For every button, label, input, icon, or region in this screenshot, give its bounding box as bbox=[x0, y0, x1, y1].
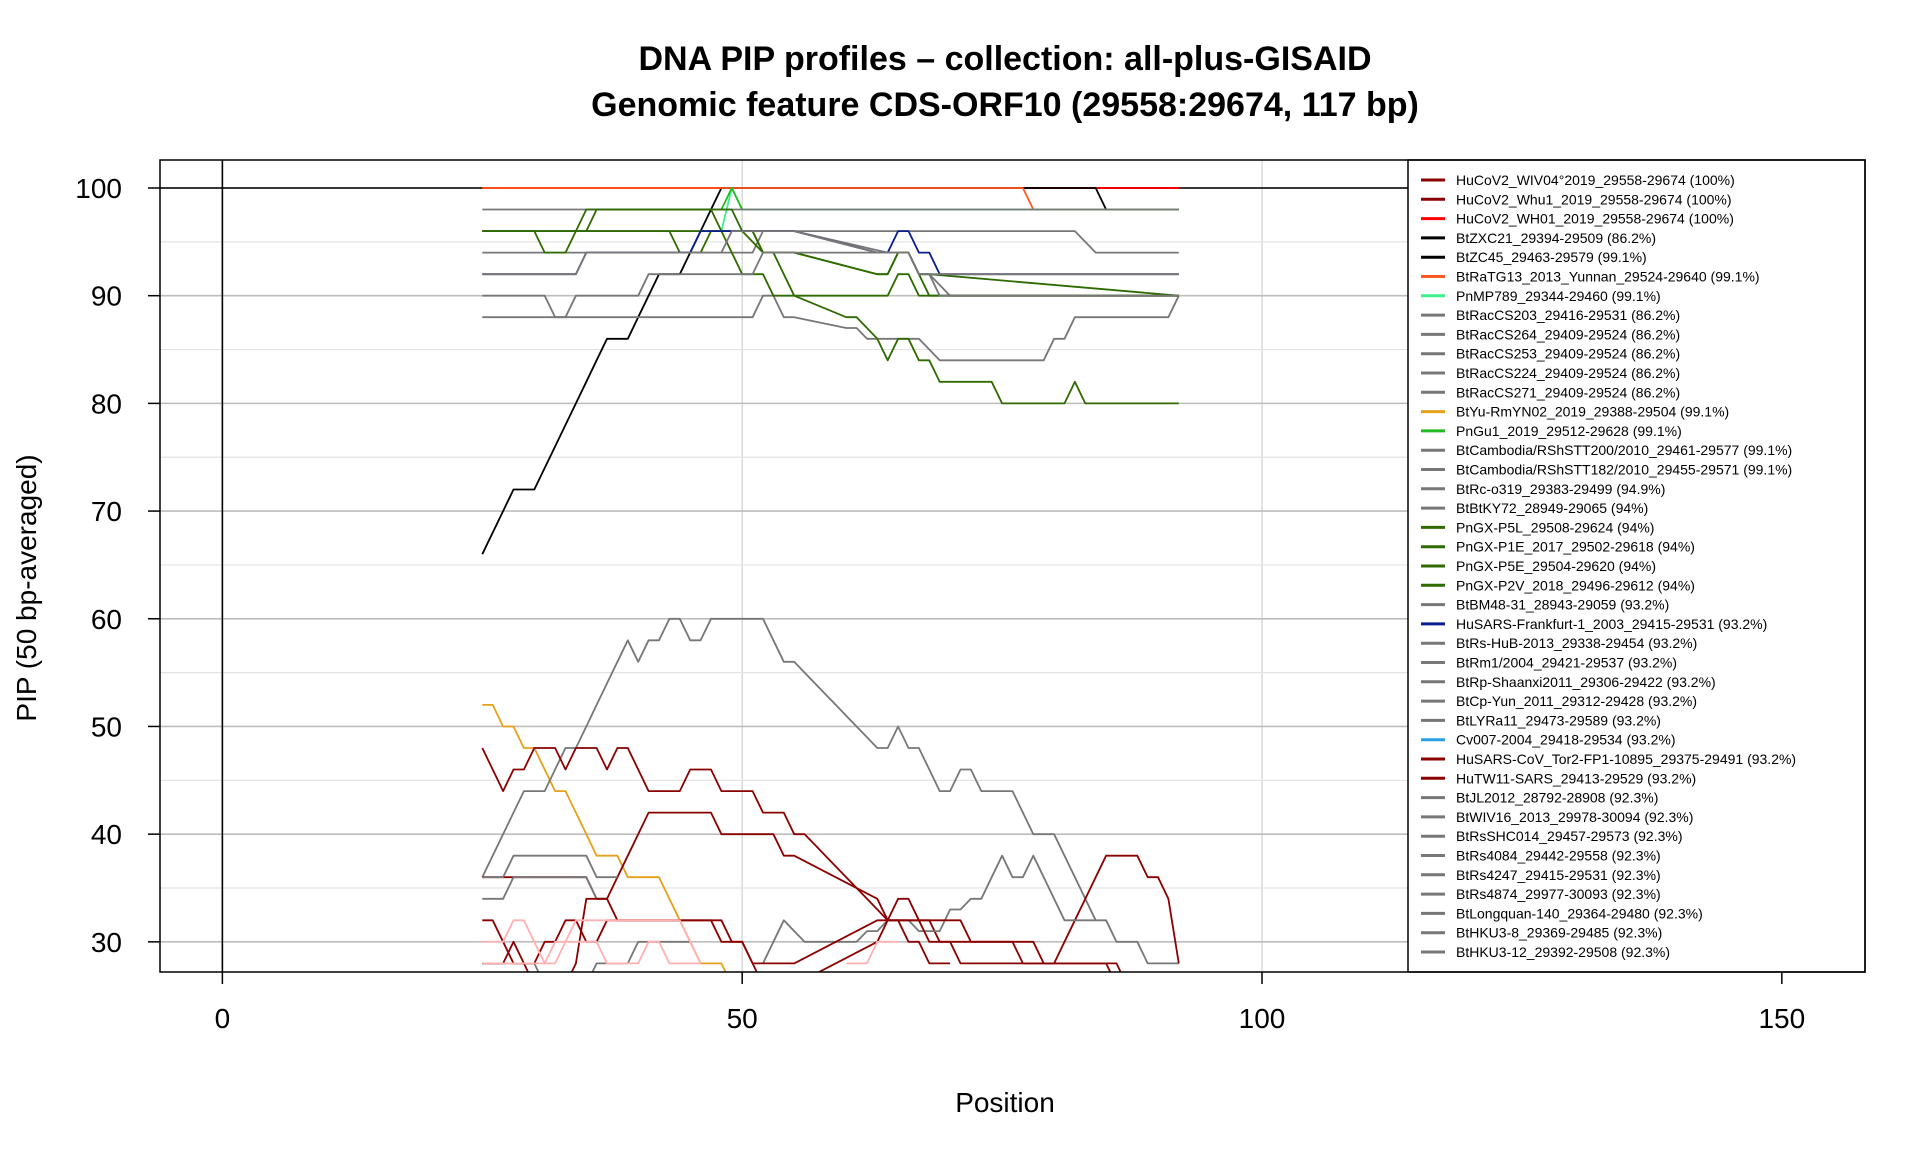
legend-label: BtZC45_29463-29579 (99.1%) bbox=[1456, 249, 1647, 265]
legend-label: HuTW11-SARS_29413-29529 (93.2%) bbox=[1456, 770, 1696, 786]
legend-label: HuCoV2_Whu1_2019_29558-29674 (100%) bbox=[1456, 191, 1732, 207]
y-tick-label: 80 bbox=[91, 388, 122, 419]
series-line-45 bbox=[846, 940, 899, 965]
legend-label: BtRm1/2004_29421-29537 (93.2%) bbox=[1456, 655, 1677, 671]
series-line-31 bbox=[482, 811, 1180, 965]
legend-label: BtLYRa11_29473-29589 (93.2%) bbox=[1456, 712, 1661, 728]
y-tick-label: 100 bbox=[75, 173, 122, 204]
series-line-22 bbox=[481, 617, 1179, 965]
series-line-13 bbox=[720, 187, 744, 210]
x-tick-label: 0 bbox=[215, 1003, 231, 1034]
legend-label: BtRp-Shaanxi2011_29306-29422 (93.2%) bbox=[1456, 674, 1716, 690]
legend-label: BtBM48-31_28943-29059 (93.2%) bbox=[1456, 597, 1669, 613]
legend-label: PnGX-P2V_2018_29496-29612 (94%) bbox=[1456, 577, 1695, 593]
series-line-32 bbox=[482, 854, 618, 879]
y-tick-label: 90 bbox=[91, 281, 122, 312]
y-tick-label: 70 bbox=[91, 496, 122, 527]
y-axis-label: PIP (50 bp-averaged) bbox=[11, 454, 42, 721]
legend-label: BtCambodia/RShSTT182/2010_29455-29571 (9… bbox=[1456, 462, 1792, 478]
legend-label: BtRs4874_29977-30093 (92.3%) bbox=[1456, 886, 1661, 902]
x-tick-label: 150 bbox=[1758, 1003, 1805, 1034]
legend-label: BtHKU3-8_29369-29485 (92.3%) bbox=[1456, 925, 1662, 941]
legend-label: BtRsSHC014_29457-29573 (92.3%) bbox=[1456, 828, 1682, 844]
legend-label: BtRacCS264_29409-29524 (86.2%) bbox=[1456, 326, 1680, 342]
legend: HuCoV2_WIV04°2019_29558-29674 (100%) HuCo… bbox=[1421, 172, 1796, 960]
x-axis: 0 50 100 150 bbox=[215, 972, 1805, 1034]
legend-label: HuCoV2_WH01_2019_29558-29674 (100%) bbox=[1456, 211, 1734, 227]
legend-label: BtRs4247_29415-29531 (92.3%) bbox=[1456, 867, 1661, 883]
legend-label: BtRacCS203_29416-29531 (86.2%) bbox=[1456, 307, 1680, 323]
legend-box bbox=[1407, 159, 1866, 973]
series-line-17 bbox=[482, 294, 1180, 362]
legend-label: BtHKU3-12_29392-29508 (92.3%) bbox=[1456, 944, 1670, 960]
legend-label: HuSARS-CoV_Tor2-FP1-10895_29375-29491 (9… bbox=[1456, 751, 1796, 767]
series-line-43 bbox=[482, 919, 702, 965]
legend-label: BtRacCS224_29409-29524 (86.2%) bbox=[1456, 365, 1680, 381]
chart-title: DNA PIP profiles – collection: all-plus-… bbox=[638, 40, 1371, 78]
plot-frame bbox=[159, 159, 1866, 973]
y-tick-label: 30 bbox=[91, 927, 122, 958]
legend-label: HuCoV2_WIV04°2019_29558-29674 (100%) bbox=[1456, 172, 1735, 188]
legend-label: Cv007-2004_29418-29534 (93.2%) bbox=[1456, 732, 1676, 748]
series-line-44 bbox=[482, 940, 701, 965]
legend-label: PnGu1_2019_29512-29628 (99.1%) bbox=[1456, 423, 1682, 439]
series-line-21 bbox=[482, 208, 1179, 297]
y-axis: 30 40 50 60 70 80 90 100 bbox=[75, 173, 160, 958]
legend-label: PnGX-P1E_2017_29502-29618 (94%) bbox=[1456, 539, 1695, 555]
legend-label: PnMP789_29344-29460 (99.1%) bbox=[1456, 288, 1661, 304]
series-line-42 bbox=[482, 897, 1112, 972]
legend-label: BtLongquan-140_29364-29480 (92.3%) bbox=[1456, 905, 1703, 921]
chart-subtitle: Genomic feature CDS-ORF10 (29558:29674, … bbox=[591, 86, 1419, 124]
legend-label: BtRacCS253_29409-29524 (86.2%) bbox=[1456, 346, 1680, 362]
y-tick-label: 50 bbox=[91, 711, 122, 742]
series-line-41 bbox=[482, 919, 1122, 972]
y-tick-label: 60 bbox=[91, 604, 122, 635]
legend-label: BtBtKY72_28949-29065 (94%) bbox=[1456, 500, 1648, 516]
x-tick-label: 50 bbox=[727, 1003, 758, 1034]
legend-label: BtRacCS271_29409-29524 (86.2%) bbox=[1456, 384, 1680, 400]
x-axis-label: Position bbox=[955, 1087, 1055, 1118]
series-layer bbox=[481, 187, 1180, 972]
legend-label: BtRs-HuB-2013_29338-29454 (93.2%) bbox=[1456, 635, 1697, 651]
legend-label: BtJL2012_28792-28908 (92.3%) bbox=[1456, 790, 1658, 806]
legend-label: BtZXC21_29394-29509 (86.2%) bbox=[1456, 230, 1656, 246]
legend-label: PnGX-P5E_29504-29620 (94%) bbox=[1456, 558, 1656, 574]
legend-label: BtCp-Yun_2011_29312-29428 (93.2%) bbox=[1456, 693, 1697, 709]
series-line-35 bbox=[762, 854, 1096, 964]
series-line-30 bbox=[481, 747, 951, 965]
legend-label: HuSARS-Frankfurt-1_2003_29415-29531 (93.… bbox=[1456, 616, 1767, 632]
x-tick-label: 100 bbox=[1239, 1003, 1286, 1034]
series-line-20 bbox=[482, 230, 1179, 297]
legend-label: BtRaTG13_2013_Yunnan_29524-29640 (99.1%) bbox=[1456, 269, 1760, 285]
legend-label: BtRc-o319_29383-29499 (94.9%) bbox=[1456, 481, 1665, 497]
legend-label: BtYu-RmYN02_2019_29388-29504 (99.1%) bbox=[1456, 404, 1729, 420]
y-tick-label: 40 bbox=[91, 819, 122, 850]
series-line-33 bbox=[482, 876, 607, 900]
legend-label: BtCambodia/RShSTT200/2010_29461-29577 (9… bbox=[1456, 442, 1792, 458]
legend-label: PnGX-P5L_29508-29624 (94%) bbox=[1456, 519, 1654, 535]
legend-label: BtWIV16_2013_29978-30094 (92.3%) bbox=[1456, 809, 1693, 825]
series-line-25 bbox=[482, 251, 1179, 319]
legend-label: BtRs4084_29442-29558 (92.3%) bbox=[1456, 848, 1661, 864]
